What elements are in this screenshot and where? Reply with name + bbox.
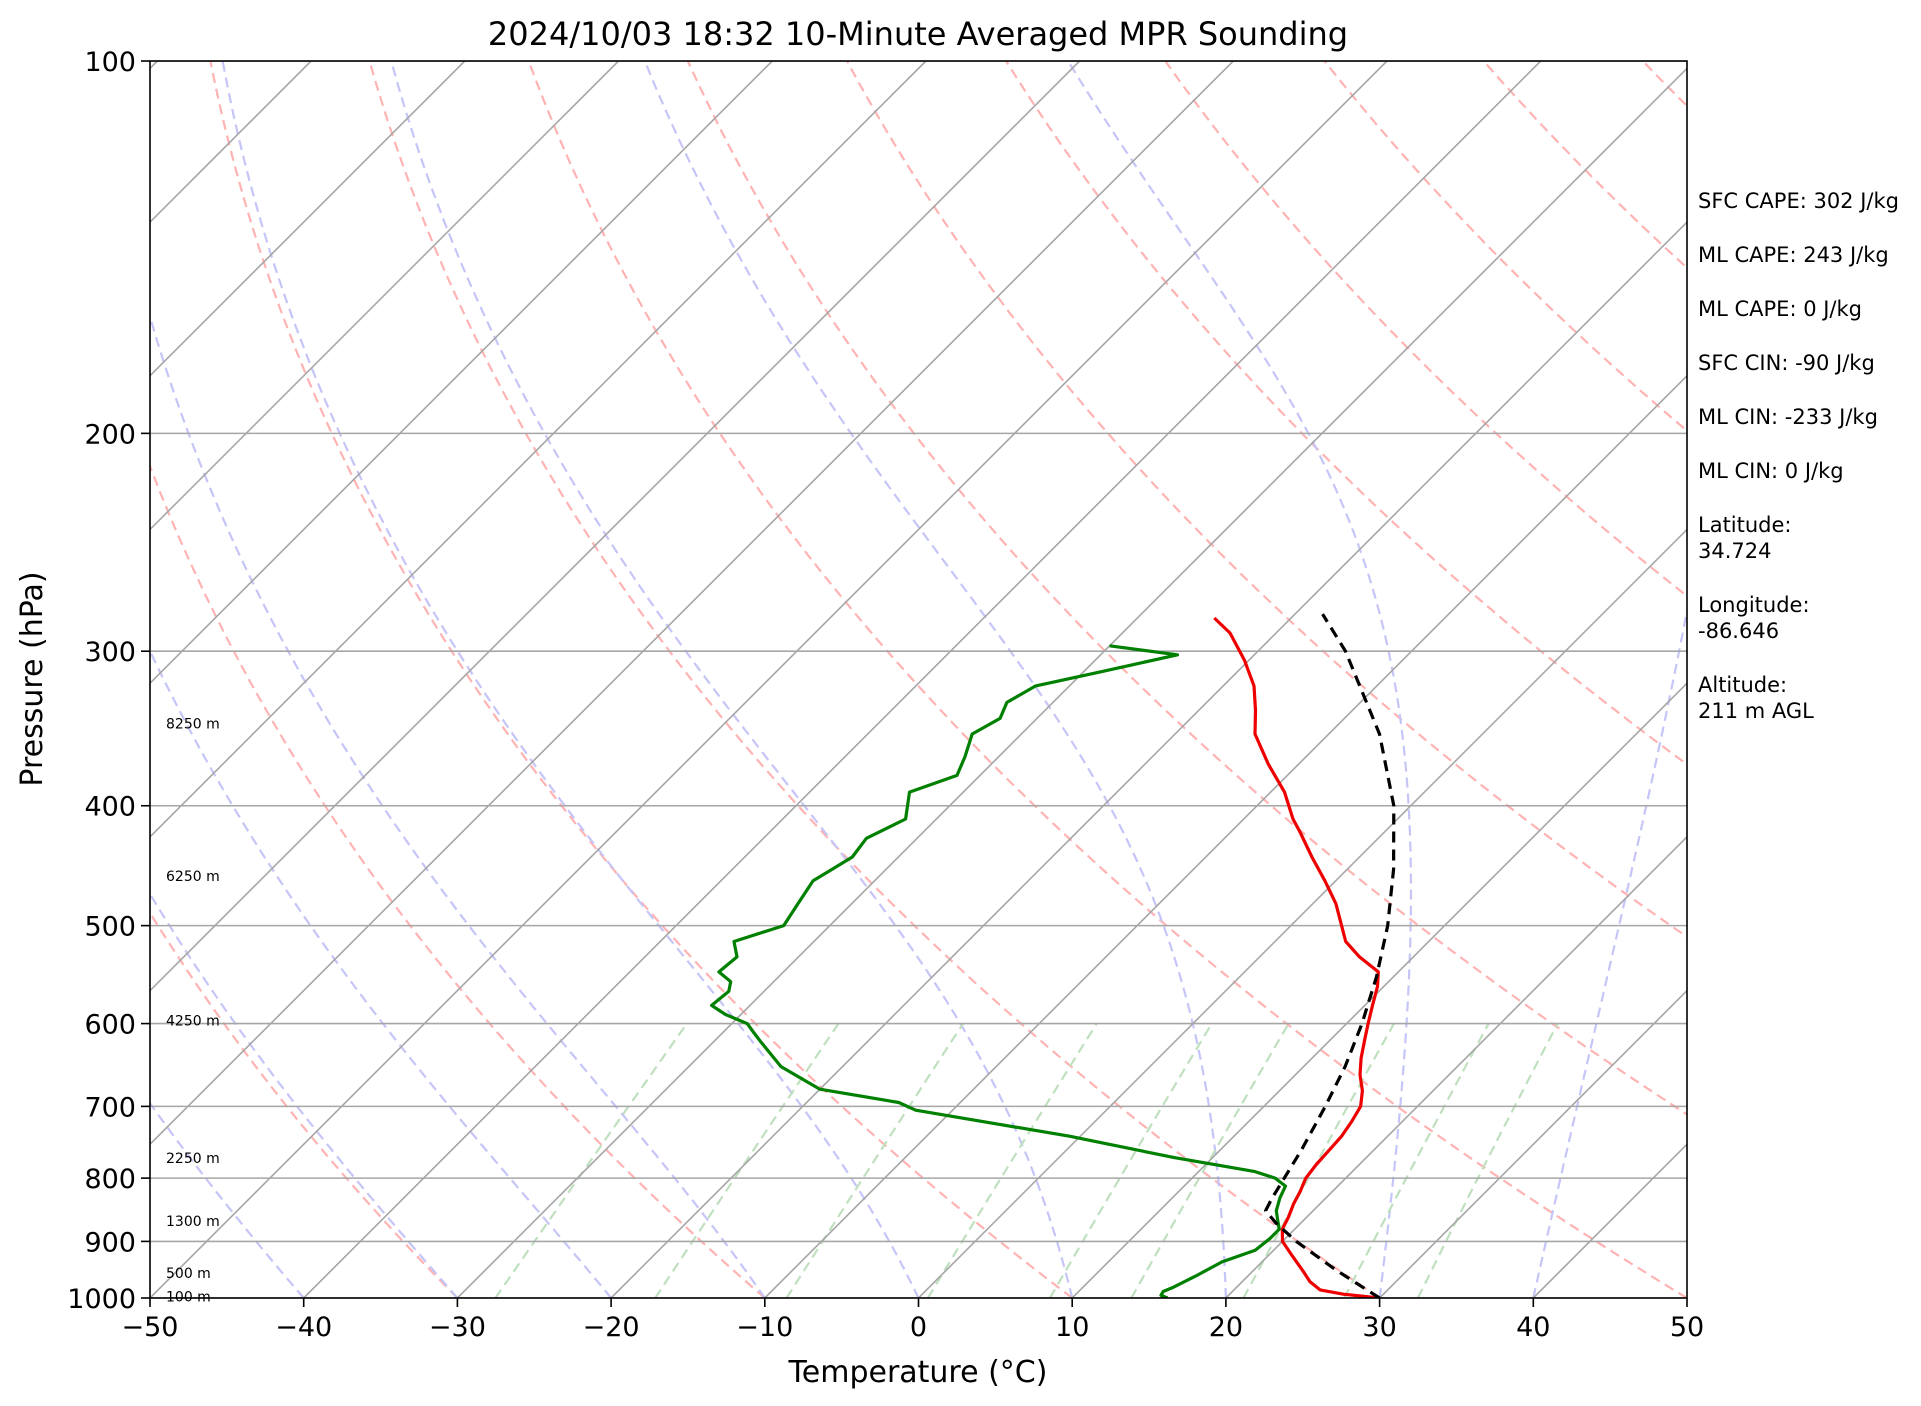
- tick-layer: −50 −40 −30 −20 −10 0 10 20 30 40 50 100 200 300 400 50…: [67, 47, 1704, 1343]
- x-tick-label: −30: [429, 1312, 486, 1343]
- x-tick-label: −20: [583, 1312, 640, 1343]
- y-tick-label: 200: [84, 419, 136, 450]
- moist-adiabat-line: [221, 61, 920, 1298]
- height-label-layer: 8250 m 6250 m 4250 m 2250 m 1300 m 500 m 100 m: [166, 717, 220, 1306]
- mixing-ratio-line: [1048, 1023, 1213, 1298]
- mixing-ratio-line: [926, 1023, 1098, 1298]
- y-tick-label: 1000: [67, 1284, 136, 1315]
- x-tick-label: −10: [736, 1312, 793, 1343]
- sounding-stat: ML CAPE: 243 J/kg: [1698, 243, 1889, 267]
- isotherm-line: [150, 61, 1081, 992]
- mixing-ratio-line: [654, 1022, 840, 1298]
- x-tick-label: 50: [1670, 1312, 1704, 1343]
- moist-adiabat-line: [643, 61, 1227, 1298]
- mixing-ratio-line: [785, 1022, 965, 1298]
- sounding-stats-panel: SFC CAPE: 302 J/kg ML CAPE: 243 J/kg ML CA…: [1698, 188, 1913, 752]
- dry-adiabat-line: [150, 463, 766, 1298]
- sounding-stat: ML CAPE: 0 J/kg: [1698, 297, 1863, 321]
- dry-adiabat-line: [686, 61, 1687, 1116]
- mixing-ratio-line: [494, 1022, 688, 1298]
- sounding-stat: SFC CAPE: 302 J/kg: [1698, 189, 1899, 213]
- moist-adiabat-line: [1532, 604, 1687, 1298]
- sounding-stat: Latitude: 34.724: [1698, 513, 1792, 563]
- isotherm-line: [1379, 989, 1687, 1298]
- dry-adiabat-line: [1164, 61, 1687, 598]
- isotherm-line: [150, 61, 1234, 1146]
- mixing-ratio-line: [1242, 1023, 1395, 1298]
- y-tick-label: 300: [84, 637, 136, 668]
- series-layer: [710, 613, 1396, 1298]
- dry-adiabat-line: [368, 61, 1381, 1298]
- isotherm-line: [150, 61, 466, 377]
- isotherm-line: [764, 374, 1687, 1298]
- x-tick-label: 30: [1362, 1312, 1396, 1343]
- background-reference-lines: [150, 61, 1687, 1298]
- y-tick-label: 100: [84, 47, 136, 78]
- x-tick-label: 40: [1516, 1312, 1550, 1343]
- isotherm-line: [917, 528, 1687, 1298]
- y-tick-label: 500: [84, 912, 136, 943]
- plot-frame: [149, 60, 1688, 1299]
- y-tick-label: 700: [84, 1092, 136, 1123]
- height-label: 6250 m: [166, 869, 220, 885]
- isotherm-line: [1225, 835, 1687, 1298]
- sounding-stat: Longitude: -86.646: [1698, 593, 1810, 643]
- y-axis-label: Pressure (hPa): [15, 571, 50, 786]
- chart-title: 2024/10/03 18:32 10-Minute Averaged MPR …: [488, 15, 1348, 53]
- isotherm-line: [456, 67, 1687, 1298]
- height-label: 8250 m: [166, 717, 220, 733]
- isotherm-line: [150, 61, 1388, 1298]
- x-tick-label: 20: [1209, 1312, 1243, 1343]
- sounding-stat: SFC CIN: -90 J/kg: [1698, 351, 1875, 375]
- parcel-profile-line: [1264, 613, 1396, 1298]
- isotherm-line: [610, 220, 1687, 1298]
- moist-adiabat-line: [150, 648, 612, 1298]
- isotherm-line: [0, 61, 4, 1298]
- x-tick-label: 10: [1055, 1312, 1089, 1343]
- dry-adiabat-line: [527, 61, 1687, 1298]
- dry-adiabat-line: [150, 910, 459, 1298]
- height-label: 4250 m: [166, 1014, 220, 1030]
- isotherm-line: [150, 61, 620, 531]
- y-tick-label: 900: [84, 1227, 136, 1258]
- grid: [0, 61, 1687, 1298]
- isotherm-line: [303, 61, 1542, 1298]
- moist-adiabat-line: [1067, 61, 1413, 1298]
- dry-adiabat-line: [1005, 61, 1687, 766]
- dry-adiabat-line: [209, 61, 1073, 1298]
- moist-adiabat-line: [390, 61, 1074, 1298]
- isotherm-line: [1071, 682, 1687, 1298]
- dewpoint-profile-line: [710, 644, 1288, 1298]
- moist-adiabat-line: [150, 312, 766, 1298]
- height-label: 2250 m: [166, 1151, 220, 1167]
- y-tick-label: 400: [84, 792, 136, 823]
- height-label: 1300 m: [166, 1214, 220, 1230]
- isotherm-line: [150, 61, 773, 685]
- sounding-stat: Altitude: 211 m AGL: [1698, 673, 1814, 723]
- mixing-ratio-line: [1343, 1023, 1490, 1298]
- temperature-profile-line: [1213, 616, 1380, 1298]
- y-tick-label: 800: [84, 1164, 136, 1195]
- x-tick-label: −40: [275, 1312, 332, 1343]
- height-label: 100 m: [166, 1289, 211, 1305]
- sounding-stat: ML CIN: 0 J/kg: [1698, 459, 1844, 483]
- sounding-stat: ML CIN: -233 J/kg: [1698, 405, 1878, 429]
- isotherm-line: [150, 61, 927, 839]
- x-axis-label: Temperature (°C): [788, 1355, 1048, 1390]
- mixing-ratio-line: [1130, 1023, 1290, 1298]
- x-tick-label: −50: [122, 1312, 179, 1343]
- moist-adiabat-line: [150, 891, 459, 1298]
- height-label: 500 m: [166, 1266, 211, 1282]
- x-tick-label: 0: [910, 1312, 927, 1343]
- moist-adiabat-line: [150, 1101, 305, 1298]
- y-tick-label: 600: [84, 1010, 136, 1041]
- mixing-ratio-line: [1416, 1023, 1559, 1298]
